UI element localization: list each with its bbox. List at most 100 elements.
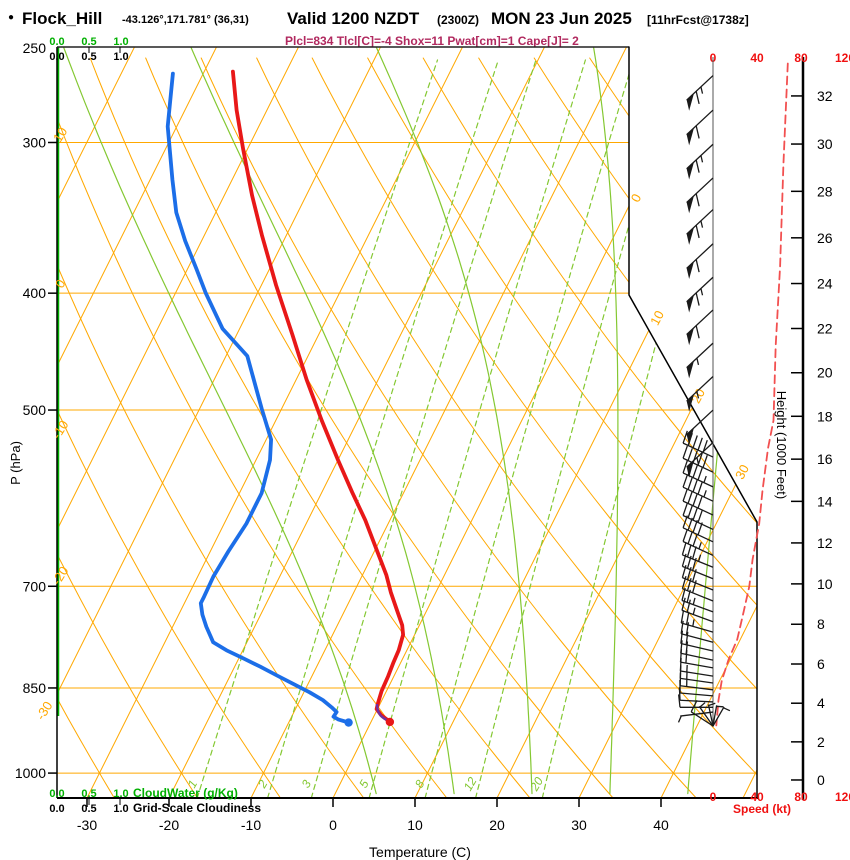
barb-pennant	[686, 261, 694, 280]
height-tick-label: 14	[817, 493, 833, 509]
dewpoint-curve	[165, 71, 351, 725]
isotherm-edge-label: 0	[628, 191, 645, 204]
dry-adiabat	[57, 57, 448, 798]
height-tick-label: 0	[817, 772, 825, 788]
parcel-hook-segment	[375, 703, 388, 722]
cloudiness-top-tick: 0.5	[81, 51, 96, 63]
dry-adiabat-edge-label: -10	[49, 418, 72, 442]
dry-adiabat-edge-label: 0	[52, 277, 69, 291]
pressure-tick-label: 700	[23, 578, 47, 594]
cloudiness-top-tick: 0.0	[49, 51, 64, 63]
valid-date: MON 23 Jun 2025	[491, 9, 632, 28]
barb-pennant	[686, 427, 694, 446]
height-tick-label: 8	[817, 616, 825, 632]
height-tick-label: 20	[817, 365, 833, 381]
speed-tick-label-bottom: 120	[835, 790, 850, 804]
height-axis-title: Height (1000 Feet)	[774, 391, 789, 499]
valid-time: Valid 1200 NZDT	[287, 9, 420, 28]
moist-adiabat	[367, 47, 533, 795]
barb-pennant	[686, 195, 694, 214]
pressure-tick-label: 250	[23, 40, 47, 56]
pressure-tick-label: 500	[23, 402, 47, 418]
barb-pennant	[686, 360, 694, 379]
cloudwater-top-tick: 1.0	[113, 36, 128, 48]
speed-tick-label-bottom: 40	[750, 790, 764, 804]
moist-adiabat	[182, 47, 455, 795]
height-tick-label: 28	[817, 183, 833, 199]
temperature-tick-label: -20	[159, 817, 179, 833]
height-tick-label: 4	[817, 695, 825, 711]
mixing-ratio-label: 8	[412, 777, 428, 790]
stability-indices: Plcl=834 Tlcl[C]=-4 Shox=11 Pwat[cm]=1 C…	[285, 34, 579, 48]
mixing-ratio-label: 20	[527, 774, 546, 794]
cloudiness-top-tick: 1.0	[113, 51, 128, 63]
temperature-tick-label: -30	[77, 817, 97, 833]
dry-adiabat	[533, 57, 757, 798]
barb-pennant	[686, 394, 694, 412]
dry-adiabat	[89, 57, 531, 798]
station-name: Flock_Hill	[22, 9, 103, 28]
mixing-ratio-line	[267, 59, 499, 798]
surface-temperature-dot	[385, 717, 395, 727]
height-tick-label: 22	[817, 320, 833, 336]
pressure-tick-label: 850	[23, 680, 47, 696]
temperature-tick-label: -10	[241, 817, 261, 833]
isotherm-edge-label: 10	[647, 308, 667, 328]
mixing-ratio-label: 12	[461, 774, 480, 793]
barb-pennant	[686, 327, 694, 346]
pressure-axis-title: P (hPa)	[8, 441, 23, 485]
mixing-ratio-label: 3	[299, 777, 315, 790]
barb-pennant	[686, 127, 694, 146]
plot-frame	[48, 46, 805, 807]
pressure-tick-label: 300	[23, 134, 47, 150]
dry-adiabat	[57, 57, 281, 798]
station-coordinates: -43.126°,171.781° (36,31)	[122, 14, 249, 26]
dry-adiabat	[644, 57, 757, 798]
speed-axis-title: Speed (kt)	[733, 802, 791, 816]
mixing-ratio-label: 5	[356, 777, 372, 790]
zulu-time: (2300Z)	[437, 13, 480, 27]
forecast-info: [11hrFcst@1738z]	[647, 13, 749, 27]
pressure-tick-label: 1000	[15, 765, 46, 781]
dry-adiabat	[256, 57, 757, 798]
temperature-tick-label: 0	[329, 817, 337, 833]
cloudwater-top-tick: 0.5	[81, 36, 96, 48]
height-tick-label: 2	[817, 734, 825, 750]
temperature-axis-title: Temperature (C)	[369, 844, 471, 860]
plot-right-boundary	[628, 46, 758, 799]
dry-adiabat	[367, 57, 757, 798]
cloudwater-bottom-tick: 1.0	[113, 788, 128, 800]
speed-tick-label-top: 120	[835, 51, 850, 65]
cloudiness-bottom-tick: 0.0	[49, 803, 64, 815]
dry-adiabat-edge-label: -30	[33, 699, 56, 723]
speed-tick-label-top: 40	[750, 51, 764, 65]
background-grid	[57, 47, 757, 798]
temperature-tick-label: 10	[407, 817, 423, 833]
cloudwater-bottom-tick: 0.0	[49, 788, 64, 800]
height-tick-label: 18	[817, 408, 833, 424]
moist-adiabat	[57, 47, 377, 795]
dry-adiabat-edge-label: -20	[49, 564, 72, 588]
temperature-tick-label: 30	[571, 817, 587, 833]
speed-tick-label-bottom: 80	[794, 790, 808, 804]
dry-adiabat	[200, 57, 697, 798]
mixing-ratio-line	[475, 59, 677, 798]
mixing-ratio-line	[310, 59, 537, 798]
dry-adiabat	[57, 57, 198, 798]
barb-pennant	[686, 294, 694, 313]
cloudiness-scale-title: Grid-Scale Cloudiness	[133, 801, 261, 815]
isotherm-edge-label: 30	[732, 462, 752, 482]
cloudwater-top-tick: 0.0	[49, 36, 64, 48]
mixing-ratio-line	[424, 59, 634, 798]
cloudwater-bottom-tick: 0.5	[81, 788, 96, 800]
speed-tick-label-top: 80	[794, 51, 808, 65]
temperature-curve	[230, 69, 406, 724]
wind-speed-curve	[715, 62, 789, 727]
dry-adiabat	[145, 57, 614, 798]
cloudiness-bottom-tick: 1.0	[113, 803, 128, 815]
height-tick-label: 6	[817, 656, 825, 672]
height-tick-label: 30	[817, 136, 833, 152]
speed-tick-label-bottom: 0	[710, 790, 717, 804]
cloudiness-bottom-tick: 0.5	[81, 803, 96, 815]
